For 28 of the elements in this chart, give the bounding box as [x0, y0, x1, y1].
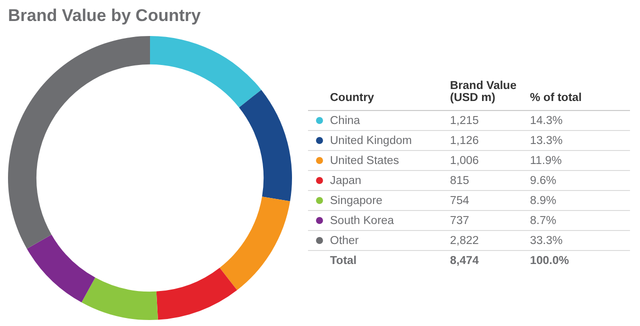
legend-label: Singapore [330, 190, 450, 210]
chart-title: Brand Value by Country [8, 6, 201, 26]
text: 14.3% [530, 110, 630, 130]
text: 13.3% [530, 130, 630, 150]
text: 11.9% [530, 150, 630, 170]
data-label: 1,215 [450, 110, 530, 130]
data-label: 1,126 [450, 130, 530, 150]
data-label: 1,006 [450, 150, 530, 170]
text: 9.6% [530, 170, 630, 190]
text: 100.0% [530, 254, 570, 268]
legend-label: South Korea [330, 210, 450, 230]
data-label: 2,822 [450, 230, 530, 250]
text: Country [330, 80, 450, 110]
legend-label: United Kingdom [330, 130, 450, 150]
text: 8.9% [530, 190, 630, 210]
data-label: 815 [450, 170, 530, 190]
legend-label: United States [330, 150, 450, 170]
legend-label: China [330, 110, 450, 130]
data-label: 737 [450, 210, 530, 230]
text: 33.3% [530, 230, 630, 250]
text: % of total [530, 80, 630, 110]
text: Brand Value (USD m) [450, 80, 530, 110]
data-label: 754 [450, 190, 530, 210]
text: 8.7% [530, 210, 630, 230]
text: Total [330, 254, 358, 268]
legend-label: Other [330, 230, 450, 250]
legend-label: Japan [330, 170, 450, 190]
text: 8,474 [450, 254, 480, 268]
